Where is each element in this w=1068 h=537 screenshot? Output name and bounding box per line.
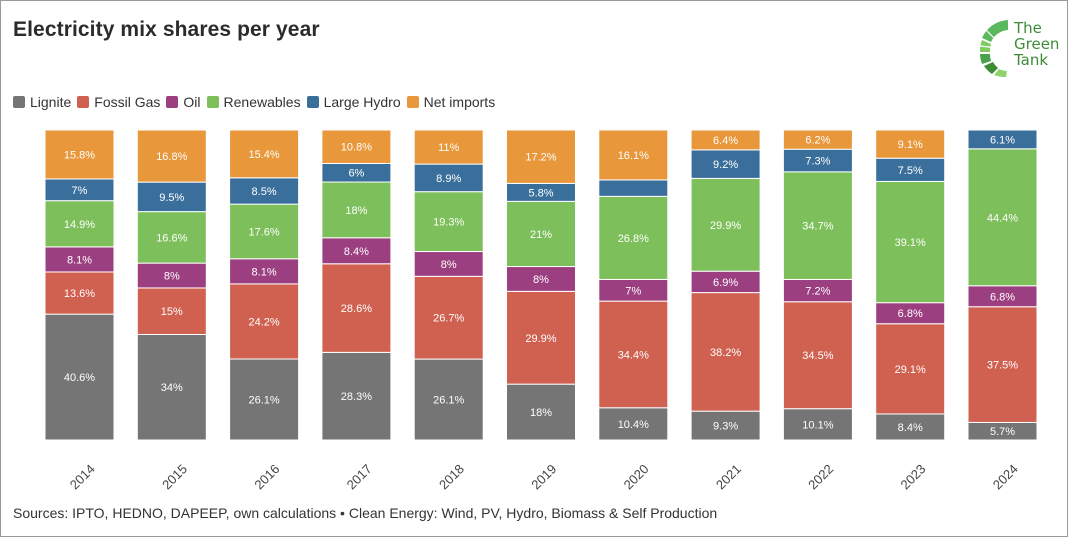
legend-item-renewables: Renewables <box>206 94 301 110</box>
legend-label: Net imports <box>423 94 496 110</box>
chart-title: Electricity mix shares per year <box>13 18 320 41</box>
legend-item-oil: Oil <box>166 94 201 110</box>
logo-line-2: Green <box>1014 35 1060 53</box>
legend-swatch <box>166 96 179 108</box>
green-tank-logo-icon <box>979 20 1008 78</box>
logo-line-1: The <box>1014 19 1042 37</box>
logo-line-3: Tank <box>1014 51 1049 69</box>
legend-swatch <box>306 96 319 108</box>
chart-legend: Lignite Fossil Gas Oil Renewables Large Hydr… <box>13 94 501 110</box>
legend-swatch <box>77 96 90 108</box>
legend-label: Large Hydro <box>323 94 401 110</box>
legend-swatch <box>206 96 219 108</box>
source-note: Sources: IPTO, HEDNO, DAPEEP, own calcul… <box>13 505 718 521</box>
legend-label: Lignite <box>30 94 72 110</box>
legend-item-large-hydro: Large Hydro <box>306 94 401 110</box>
logo-text: The Green Tank <box>1014 20 1059 68</box>
legend-label: Fossil Gas <box>94 94 161 110</box>
legend-label: Renewables <box>223 94 301 110</box>
legend-swatch <box>13 96 25 108</box>
legend-item-fossil-gas: Fossil Gas <box>77 94 160 110</box>
legend-item-net-imports: Net imports <box>406 94 496 110</box>
legend-item-lignite: Lignite <box>13 94 71 110</box>
legend-swatch <box>406 96 419 108</box>
legend-label: Oil <box>183 94 201 110</box>
